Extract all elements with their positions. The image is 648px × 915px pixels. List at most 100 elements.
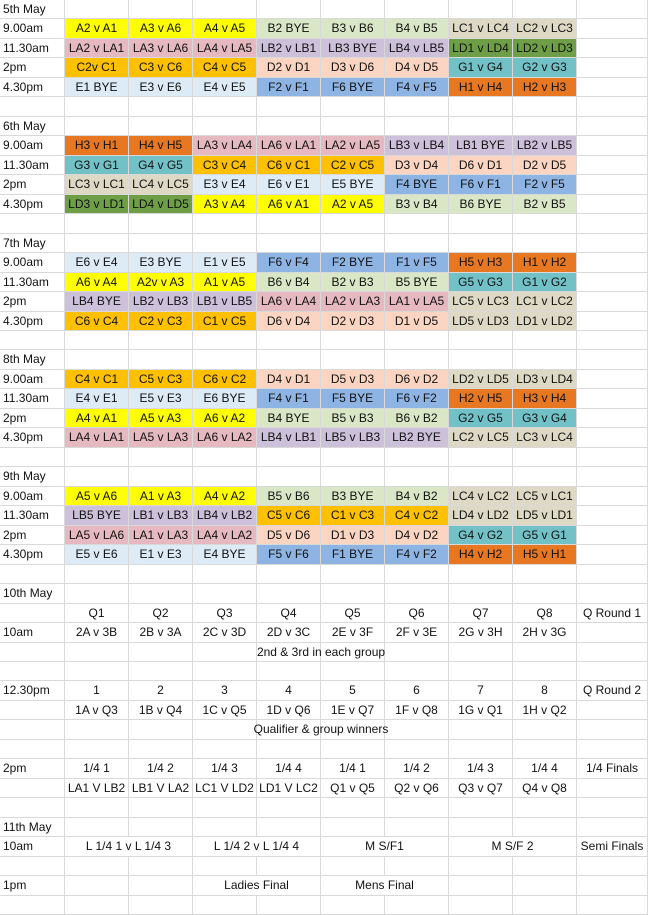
empty-cell [513, 818, 577, 837]
match-cell: LC3 v LC1 [65, 175, 129, 195]
empty-cell [577, 623, 648, 643]
match-cell: C2 v C5 [321, 156, 385, 175]
empty-cell [449, 798, 513, 818]
match-cell: F5 v F6 [257, 545, 321, 565]
empty-cell [65, 97, 129, 117]
empty-cell [257, 643, 321, 662]
qualifier-header: Q4 [257, 604, 321, 623]
match-cell: 1B v Q4 [129, 701, 193, 720]
empty-cell [385, 720, 449, 740]
empty-cell [193, 234, 257, 253]
match-cell: 1A v Q3 [65, 701, 129, 720]
match-cell: LB2 v LB1 [257, 39, 321, 58]
empty-cell [577, 720, 648, 740]
semi-final-match: L 1/4 1 v L 1/4 3 [65, 837, 193, 857]
empty-cell [577, 857, 648, 876]
match-cell: C6 v C1 [257, 156, 321, 175]
time-slot: 9.00am [0, 253, 65, 273]
match-cell: C4 v C1 [65, 370, 129, 389]
empty-cell [321, 798, 385, 818]
empty-cell [193, 818, 257, 837]
empty-cell [577, 584, 648, 604]
empty-cell [577, 896, 648, 915]
empty-cell [65, 798, 129, 818]
match-cell: LB4 v LB5 [385, 39, 449, 58]
semi-final-match: M S/F 2 [449, 837, 577, 857]
match-cell: LC5 v LC3 [449, 292, 513, 312]
match-cell: D6 v D2 [385, 370, 449, 389]
empty-cell [577, 428, 648, 448]
time-slot: 11.30am [0, 39, 65, 58]
match-cell: LC1 v LC2 [513, 292, 577, 312]
match-cell: E1 BYE [65, 78, 129, 97]
time-slot: 10am [0, 837, 65, 857]
empty-cell [129, 798, 193, 818]
empty-cell [513, 857, 577, 876]
empty-cell [193, 798, 257, 818]
empty-cell [513, 214, 577, 234]
empty-cell [321, 448, 385, 467]
empty-cell [513, 896, 577, 915]
empty-cell [577, 156, 648, 175]
match-cell: LB3 BYE [321, 39, 385, 58]
empty-cell [65, 896, 129, 915]
match-cell: A2 v A1 [65, 19, 129, 39]
day-label: 5th May [0, 0, 65, 19]
match-cell: 1D v Q6 [257, 701, 321, 720]
match-cell: B6 v B4 [257, 273, 321, 292]
time-slot: 10am [0, 623, 65, 643]
empty-cell [0, 720, 65, 740]
empty-cell [257, 798, 321, 818]
empty-cell [577, 253, 648, 273]
quarter-final-header: 1/4 4 [257, 759, 321, 779]
match-cell: G3 v G1 [65, 156, 129, 175]
match-cell: LA1 v LA3 [129, 526, 193, 545]
empty-cell [321, 643, 385, 662]
empty-cell [65, 584, 129, 604]
empty-cell [513, 662, 577, 681]
empty-cell [577, 876, 648, 896]
empty-cell [449, 117, 513, 136]
match-cell: B5 BYE [385, 273, 449, 292]
empty-cell [449, 97, 513, 117]
empty-cell [449, 643, 513, 662]
empty-cell [449, 0, 513, 19]
time-slot: 9.00am [0, 19, 65, 39]
empty-cell [385, 565, 449, 584]
empty-cell [577, 467, 648, 487]
match-cell: LB1 v LB5 [193, 292, 257, 312]
empty-cell [577, 643, 648, 662]
match-cell: D6 v D1 [449, 156, 513, 175]
empty-cell [257, 117, 321, 136]
empty-cell [321, 857, 385, 876]
match-cell: A5 v A3 [129, 409, 193, 428]
match-cell: LB5 BYE [65, 506, 129, 526]
empty-cell [513, 448, 577, 467]
empty-cell [577, 97, 648, 117]
time-slot: 11.30am [0, 389, 65, 409]
empty-cell [577, 350, 648, 370]
match-cell: B2 v B3 [321, 273, 385, 292]
match-cell: E3 v E6 [129, 78, 193, 97]
empty-cell [577, 798, 648, 818]
match-cell: A1 v A5 [193, 273, 257, 292]
qualifier-header: 8 [513, 681, 577, 701]
quarter-final-header: 1/4 2 [129, 759, 193, 779]
time-slot: 12.30pm [0, 681, 65, 701]
time-slot: 4.30pm [0, 428, 65, 448]
empty-cell [321, 214, 385, 234]
match-cell: F6 v F4 [257, 253, 321, 273]
match-cell: G4 v G2 [449, 526, 513, 545]
empty-cell [577, 175, 648, 195]
empty-cell [385, 896, 449, 915]
match-cell: LB1 V LA2 [129, 779, 193, 798]
empty-cell [577, 331, 648, 350]
match-cell: LD4 v LD5 [129, 195, 193, 214]
time-slot: 4.30pm [0, 312, 65, 331]
match-cell: D4 v D5 [385, 58, 449, 78]
empty-cell [65, 0, 129, 19]
empty-cell [129, 662, 193, 681]
match-cell: LA2 v LA1 [65, 39, 129, 58]
match-cell: A5 v A6 [65, 487, 129, 506]
empty-cell [577, 19, 648, 39]
